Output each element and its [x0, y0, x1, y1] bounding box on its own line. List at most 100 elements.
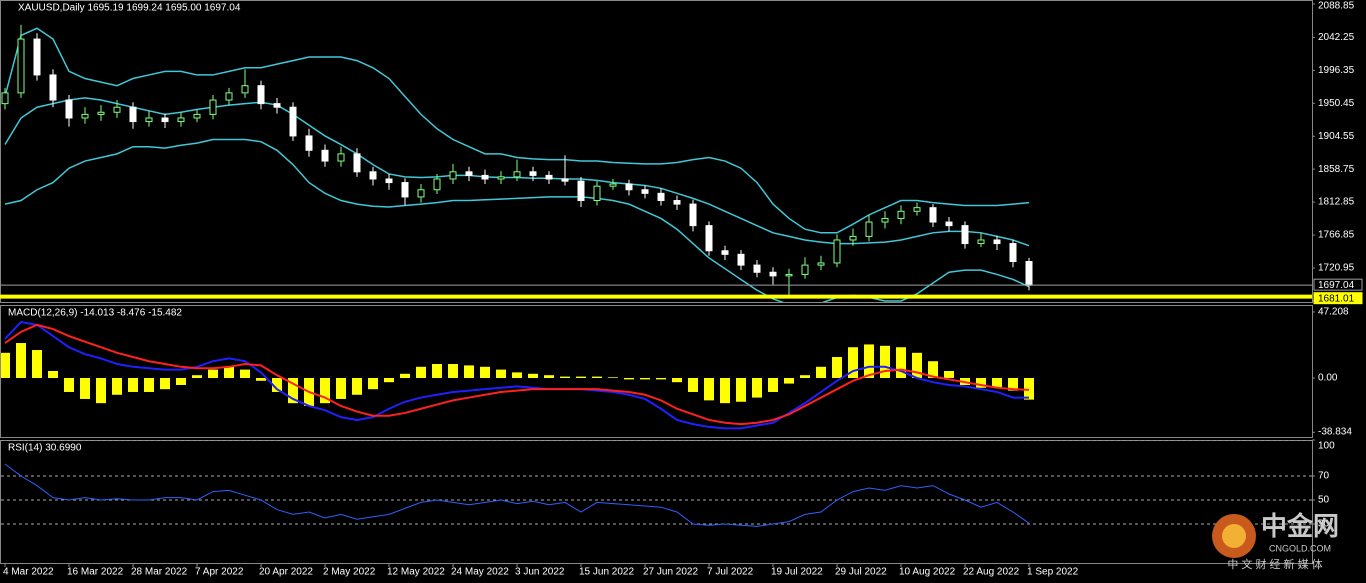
histogram-bar — [544, 375, 554, 378]
x-tick-label: 22 Aug 2022 — [963, 567, 1020, 578]
candle-body — [305, 135, 313, 151]
candle-body — [1025, 261, 1033, 286]
histogram-bar — [32, 350, 42, 378]
histogram-bar — [368, 377, 378, 390]
candle-body — [737, 253, 745, 266]
histogram-bar — [736, 377, 746, 402]
histogram-bar — [688, 377, 698, 392]
panel-plot: XAUUSD,Daily 1695.19 1699.24 1695.00 169… — [1, 3, 1033, 302]
macd-panel — [0, 305, 1313, 438]
candle-body — [65, 99, 73, 119]
candle-body — [865, 221, 873, 237]
candle-body — [369, 171, 377, 180]
y-tick-label: 1904.55 — [1318, 131, 1355, 142]
candle-body — [97, 111, 105, 115]
panel-plot: MACD(12,26,9) -14.013 -8.476 -15.482 — [1, 308, 1034, 430]
candle-body — [353, 153, 361, 173]
histogram-bar — [112, 377, 122, 395]
x-tick-label: 12 May 2022 — [387, 567, 445, 578]
y-tick-label: 1812.85 — [1318, 197, 1355, 208]
histogram-bar — [656, 377, 666, 380]
histogram-bar — [352, 377, 362, 395]
candle-body — [993, 239, 1001, 245]
candle-body — [945, 221, 953, 227]
histogram-bar — [992, 377, 1002, 388]
candle-body — [49, 74, 57, 101]
histogram-bar — [528, 373, 538, 378]
line — [4, 320, 1030, 430]
candle-body — [1, 92, 9, 105]
candle-body — [161, 117, 169, 123]
candle-body — [177, 117, 185, 123]
y-tick-label: 2042.25 — [1318, 32, 1355, 43]
histogram-bar — [560, 376, 570, 378]
candle-body — [449, 171, 457, 180]
line — [4, 323, 1030, 426]
brand: 中金网 — [1261, 511, 1339, 541]
candle-body — [721, 250, 729, 255]
candle-body — [321, 149, 329, 162]
histogram-bar — [1, 352, 10, 378]
line — [4, 27, 1030, 234]
candle-body — [209, 99, 217, 115]
y-tick-label: 30 — [1318, 519, 1330, 530]
price-label-bg — [1313, 292, 1363, 305]
line — [4, 463, 1030, 527]
candle-body — [673, 200, 681, 205]
candle-body — [913, 207, 921, 212]
histogram-bar — [912, 352, 922, 378]
y-tick-label: 2088.85 — [1318, 1, 1355, 12]
candle-body — [401, 182, 409, 198]
y-tick-label: 1950.45 — [1318, 98, 1355, 109]
histogram-bar — [944, 371, 954, 378]
candle-body — [545, 174, 553, 180]
brand-slogan: 中 文 财 经 新 媒 体 — [1227, 557, 1322, 571]
x-tick-label: 7 Apr 2022 — [195, 567, 244, 578]
histogram-bar — [752, 377, 762, 398]
candle-body — [609, 183, 617, 187]
x-tick-label: 1 Sep 2022 — [1027, 567, 1079, 578]
y-tick-label: 1996.35 — [1318, 65, 1355, 76]
histogram-bar — [480, 366, 490, 378]
candle-body — [689, 203, 697, 227]
candle-body — [289, 106, 297, 137]
histogram-bar — [96, 377, 106, 404]
histogram-bar — [624, 377, 634, 380]
candle-body — [961, 225, 969, 245]
histogram-bar — [608, 377, 618, 378]
histogram-bar — [384, 377, 394, 383]
candle-body — [513, 171, 521, 178]
logo-inner — [1222, 524, 1246, 548]
candle-body — [577, 180, 585, 202]
y-tick-label: 47.208 — [1318, 307, 1349, 318]
x-tick-label: 16 Mar 2022 — [67, 567, 124, 578]
candle-body — [817, 262, 825, 266]
panel-title: XAUUSD,Daily 1695.19 1699.24 1695.00 169… — [18, 3, 241, 14]
y-tick-label: 1720.95 — [1318, 263, 1355, 274]
candle-body — [33, 38, 41, 76]
x-tick-label: 2 May 2022 — [323, 567, 376, 578]
histogram-bar — [1008, 377, 1018, 391]
candle-body — [129, 106, 137, 123]
histogram-bar — [880, 345, 890, 378]
histogram-bar — [416, 366, 426, 378]
price-label-bg — [1313, 278, 1363, 291]
x-tick-label: 29 Jul 2022 — [835, 567, 887, 578]
histogram-bar — [704, 377, 714, 401]
candle-body — [929, 207, 937, 223]
histogram-bar — [336, 377, 346, 399]
candle-body — [273, 103, 281, 108]
histogram-bar — [144, 377, 154, 392]
histogram-bar — [832, 357, 842, 378]
candle-body — [193, 113, 201, 119]
histogram-bar — [864, 344, 874, 378]
candle-body — [801, 264, 809, 275]
candle-body — [497, 176, 505, 180]
candle-body — [17, 38, 25, 94]
histogram-bar — [512, 372, 522, 378]
candle-body — [593, 185, 601, 202]
x-tick-label: 15 Jun 2022 — [579, 567, 634, 578]
histogram-bar — [848, 347, 858, 378]
